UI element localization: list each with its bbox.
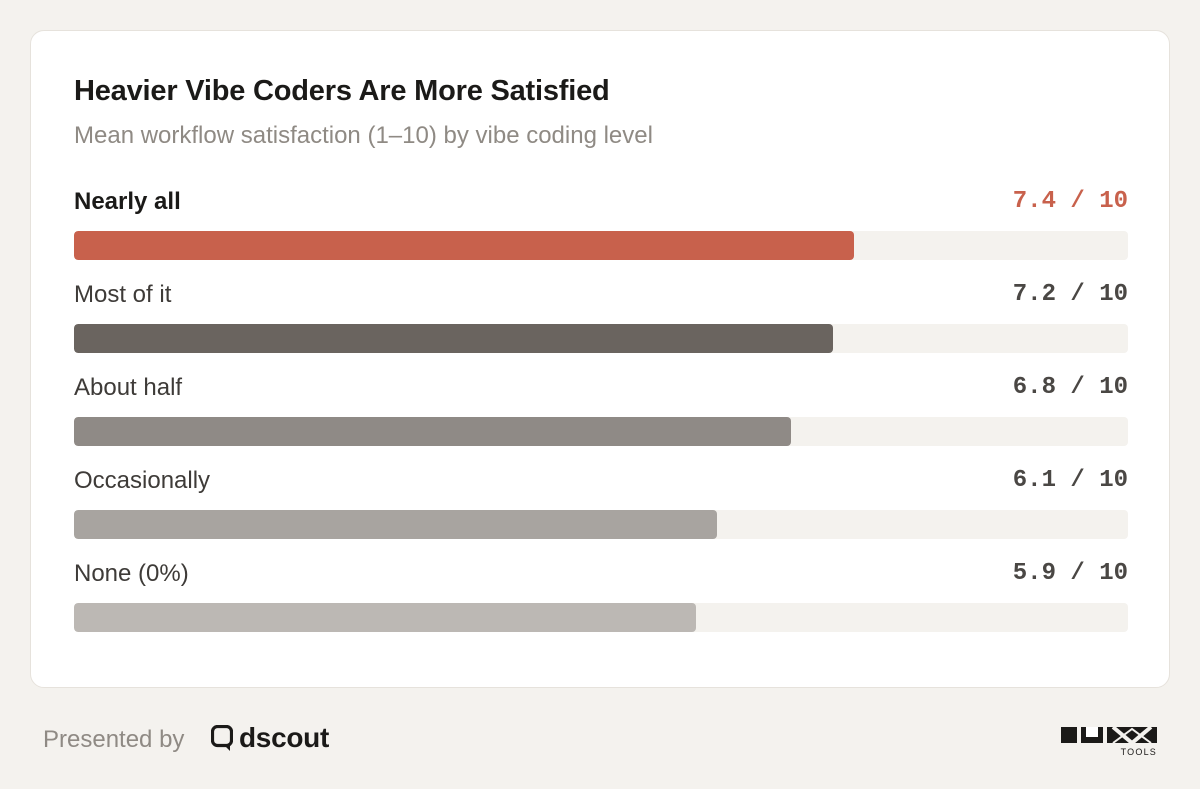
bar-category-label: None (0%) [74, 560, 189, 587]
dscout-logo-icon [211, 725, 233, 751]
bar-track [74, 417, 1128, 446]
ux-tools-logo[interactable]: TOOLS [1061, 725, 1159, 757]
bar-category-label: Most of it [74, 281, 172, 308]
bar-value-label: 7.4 / 10 [1012, 188, 1128, 215]
bar-row: Occasionally 6.1 / 10 [74, 467, 1128, 557]
chart-subtitle: Mean workflow satisfaction (1–10) by vib… [74, 122, 653, 149]
bar-row: Most of it 7.2 / 10 [74, 281, 1128, 371]
bar-track [74, 510, 1128, 539]
bar-category-label: Nearly all [74, 188, 181, 215]
bar [74, 510, 717, 539]
presented-by-text: Presented by [43, 726, 185, 753]
bar-track [74, 324, 1128, 353]
dscout-brand[interactable]: dscout [211, 722, 329, 754]
dscout-brand-name: dscout [239, 722, 329, 753]
bar-row: None (0%) 5.9 / 10 [74, 560, 1128, 650]
ux-tools-logo-text: TOOLS [1121, 747, 1157, 757]
bar-category-label: Occasionally [74, 467, 211, 494]
bar-row: Nearly all 7.4 / 10 [74, 188, 1128, 278]
bar-row: About half 6.8 / 10 [74, 374, 1128, 464]
bar-value-label: 5.9 / 10 [1012, 560, 1128, 587]
bar [74, 417, 791, 446]
bar [74, 231, 854, 260]
chart-title: Heavier Vibe Coders Are More Satisfied [74, 75, 610, 107]
bar [74, 324, 833, 353]
bar-track [74, 603, 1128, 632]
bar-value-label: 7.2 / 10 [1012, 281, 1128, 308]
bar-category-label: About half [74, 374, 183, 401]
bar-value-label: 6.1 / 10 [1012, 467, 1128, 494]
bar-value-label: 6.8 / 10 [1012, 374, 1128, 401]
bar [74, 603, 696, 632]
chart-card: Heavier Vibe Coders Are More Satisfied M… [30, 30, 1170, 688]
bar-track [74, 231, 1128, 260]
